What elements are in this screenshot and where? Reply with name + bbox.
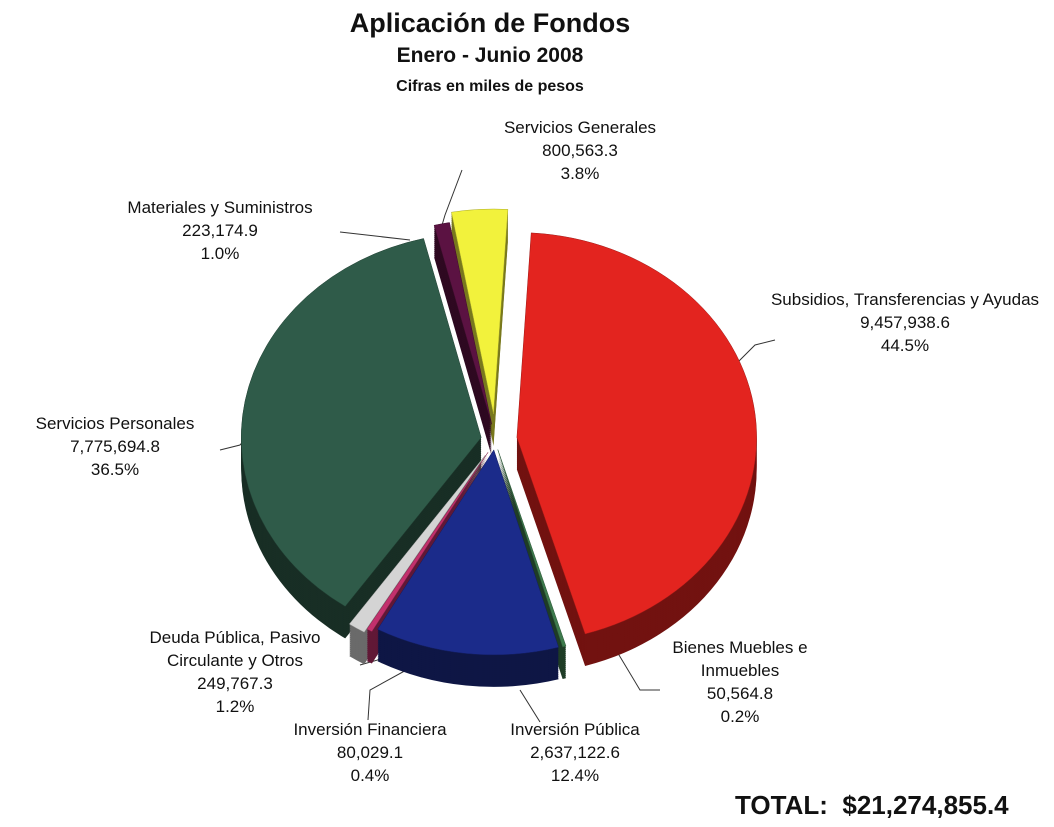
category-name: Inversión Financiera (293, 720, 447, 739)
leader-line (339, 231, 411, 241)
leader-line (367, 667, 411, 721)
slice-label: Inversión Financiera 80,029.1 0.4% (270, 718, 470, 787)
percentage-label: 3.8% (560, 164, 600, 183)
category-name: Inversión Pública (510, 720, 640, 739)
category-name: Materiales y Suministros (127, 198, 313, 217)
leader-line (519, 689, 541, 723)
value-label: 223,174.9 (182, 221, 258, 240)
slice (497, 449, 567, 648)
percentage-label: 0.4% (350, 766, 390, 785)
slice (516, 232, 757, 635)
chart-note: Cifras en miles de pesos (396, 78, 584, 95)
chart-subtitle: Enero - Junio 2008 (396, 44, 584, 67)
value-label: 80,029.1 (336, 743, 404, 762)
category-name: Servicios Generales (503, 118, 657, 137)
slice (348, 455, 486, 633)
category-name: Bienes Muebles e Inmuebles (672, 638, 808, 680)
category-name: Subsidios, Transferencias y Ayudas (770, 290, 1040, 309)
percentage-label: 44.5% (880, 336, 930, 355)
percentage-label: 36.5% (90, 460, 140, 479)
category-name: Deuda Pública, Pasivo Circulante y Otros (149, 628, 321, 670)
value-label: 50,564.8 (706, 684, 774, 703)
value-label: 249,767.3 (197, 674, 273, 693)
slice (451, 208, 509, 415)
value-label: 800,563.3 (542, 141, 618, 160)
category-name: Servicios Personales (35, 414, 195, 433)
slice (366, 452, 489, 632)
total-prefix: TOTAL: (735, 790, 828, 820)
percentage-label: 1.2% (215, 697, 255, 716)
value-label: 2,637,122.6 (530, 743, 620, 762)
total: TOTAL: $21,274,855.4 (735, 790, 1009, 821)
slice-label: Bienes Muebles e Inmuebles 50,564.8 0.2% (640, 636, 840, 728)
leader-lines (219, 169, 776, 723)
total-value: $21,274,855.4 (842, 790, 1009, 820)
slice-label: Servicios Personales 7,775,694.8 36.5% (0, 412, 230, 481)
percentage-label: 12.4% (550, 766, 600, 785)
slice-label: Subsidios, Transferencias y Ayudas 9,457,… (770, 288, 1040, 357)
slice-label: Materiales y Suministros 223,174.9 1.0% (90, 196, 350, 265)
percentage-label: 1.0% (200, 244, 240, 263)
value-label: 9,457,938.6 (860, 313, 950, 332)
slice (433, 222, 492, 425)
percentage-label: 0.2% (720, 707, 760, 726)
slice-label: Deuda Pública, Pasivo Circulante y Otros… (120, 626, 350, 718)
value-label: 7,775,694.8 (70, 437, 160, 456)
leader-line (734, 339, 776, 366)
chart-title: Aplicación de Fondos (349, 8, 631, 38)
slice (240, 238, 482, 607)
slice-label: Inversión Pública 2,637,122.6 12.4% (490, 718, 660, 787)
slice-label: Servicios Generales 800,563.3 3.8% (455, 116, 705, 185)
leader-line (609, 639, 660, 691)
slice (377, 449, 559, 656)
